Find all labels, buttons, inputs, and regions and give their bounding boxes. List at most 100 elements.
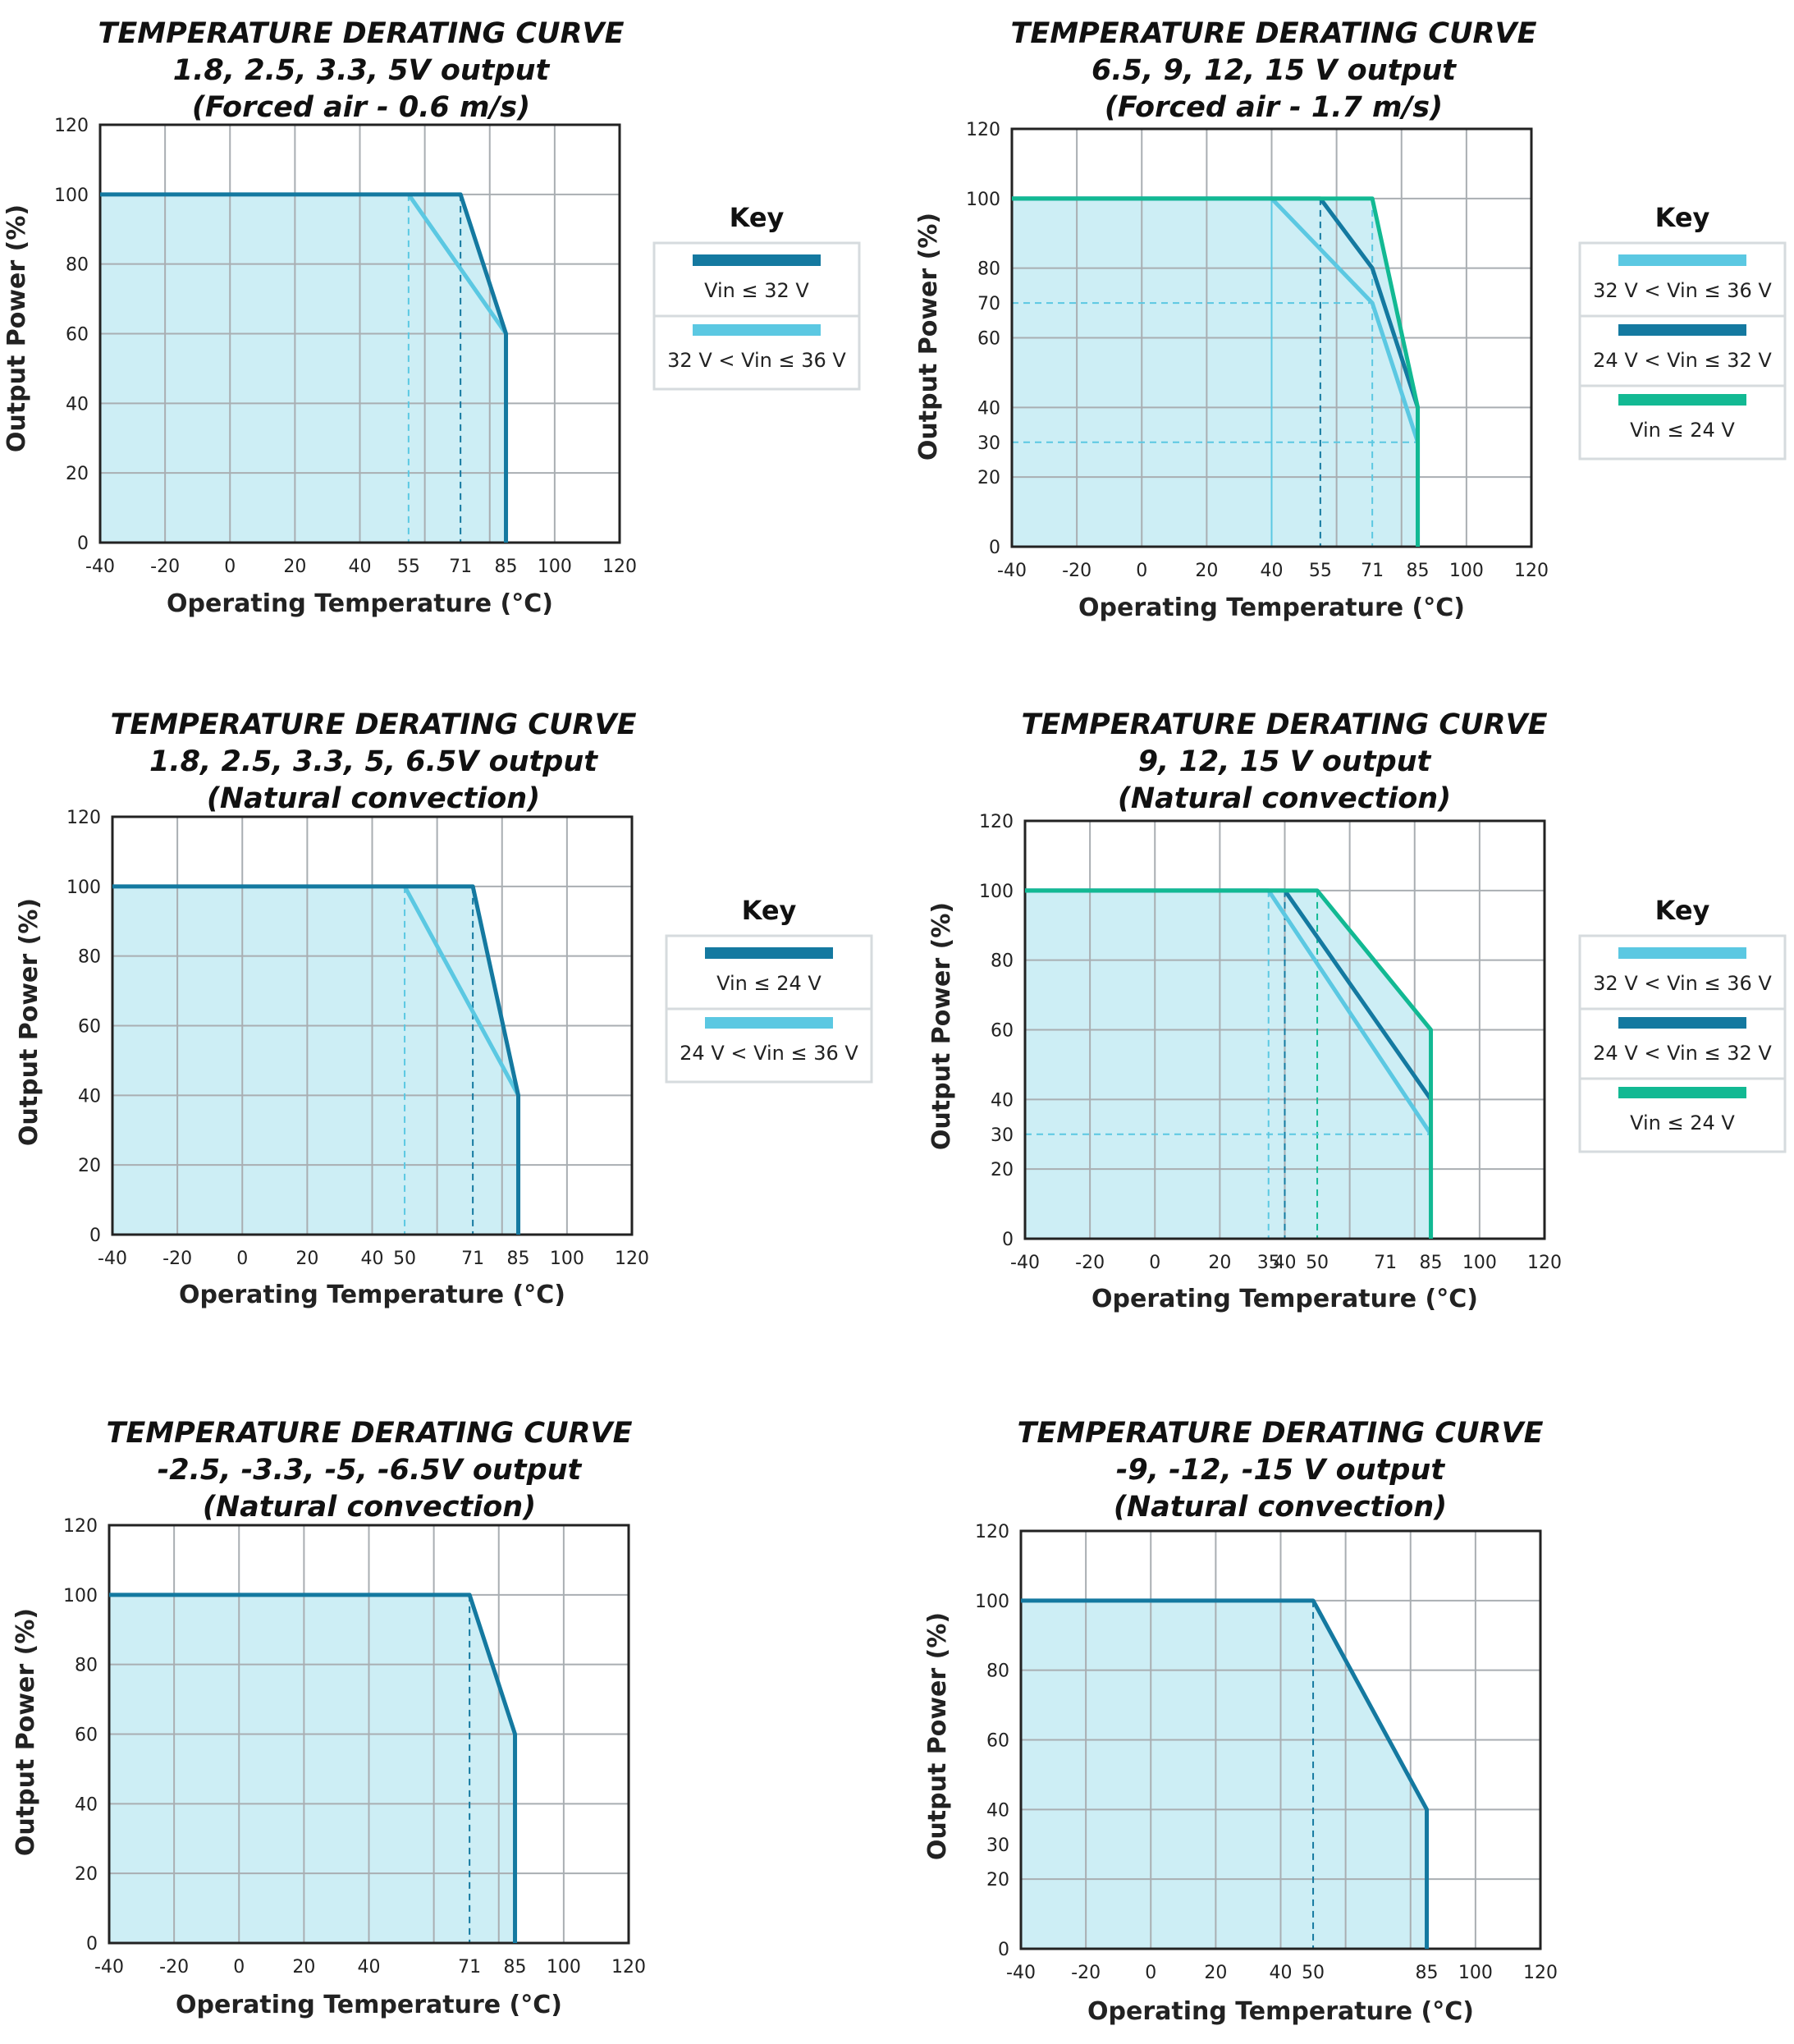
legend-swatch (693, 254, 821, 266)
y-tick-label: 0 (86, 1934, 98, 1955)
x-tick-label: 71 (1361, 561, 1384, 581)
legend-label: Vin ≤ 24 V (1630, 1111, 1735, 1134)
legend-swatch (1618, 324, 1746, 336)
x-tick-label: 85 (507, 1249, 530, 1269)
x-tick-label: 40 (358, 1957, 381, 1978)
derating-area-fill (109, 1594, 515, 1943)
chart-title-line: 6.5, 9, 12, 15 V output (1092, 54, 1457, 87)
legend-label: 32 V < Vin ≤ 36 V (1593, 972, 1772, 995)
y-tick-label: 70 (977, 294, 1000, 314)
derating-area-fill (1021, 1600, 1427, 1949)
x-tick-label: 85 (1420, 1253, 1443, 1273)
x-tick-label: 0 (233, 1957, 245, 1978)
x-tick-label: 50 (1302, 1963, 1325, 1983)
x-tick-label: 0 (224, 557, 236, 577)
x-tick-label: 20 (295, 1249, 318, 1269)
legend-title: Key (1655, 202, 1710, 233)
plot-frame (1023, 819, 1546, 1240)
x-tick-label: 40 (349, 557, 372, 577)
x-tick-label: -40 (94, 1957, 124, 1978)
chart-title-line: (Forced air - 0.6 m/s) (192, 91, 530, 124)
chart-title-line: (Natural convection) (1114, 1491, 1447, 1524)
plot-frame (98, 123, 621, 544)
y-tick-label: 0 (998, 1940, 1009, 1960)
x-tick-label: 40 (1270, 1963, 1293, 1983)
y-tick-label: 80 (78, 947, 101, 968)
x-tick-label: 55 (397, 557, 420, 577)
x-tick-label: -20 (1075, 1253, 1105, 1273)
x-tick-label: -40 (85, 557, 115, 577)
legend-swatch (693, 324, 821, 336)
y-tick-label: 120 (66, 808, 101, 828)
y-tick-label: 80 (977, 259, 1000, 280)
x-tick-label: 85 (495, 557, 518, 577)
chart-3: TEMPERATURE DERATING CURVE 1.8, 2.5, 3.3,… (15, 708, 873, 1309)
legend-label: 24 V < Vin ≤ 36 V (680, 1042, 858, 1065)
chart-title-line: TEMPERATURE DERATING CURVE (110, 708, 636, 741)
x-tick-label: 20 (292, 1957, 315, 1978)
y-tick-label: 20 (977, 468, 1000, 488)
legend-swatch (1618, 947, 1746, 959)
x-tick-label: 20 (1195, 561, 1218, 581)
chart-title-line: 1.8, 2.5, 3.3, 5V output (173, 54, 551, 87)
x-tick-label: -20 (1071, 1963, 1101, 1983)
y-tick-label: 100 (54, 186, 89, 206)
derating-area-fill (1012, 198, 1418, 548)
series-line (112, 884, 521, 1235)
legend-label: 24 V < Vin ≤ 32 V (1593, 1042, 1772, 1065)
plot-frame (1010, 127, 1533, 548)
y-tick-label: 100 (966, 190, 1000, 210)
legend-swatch (1618, 394, 1746, 406)
derating-area-fill (1025, 890, 1431, 1239)
y-tick-label: 0 (89, 1226, 101, 1246)
x-axis-label: Operating Temperature (°C) (176, 1991, 562, 2019)
x-tick-label: 100 (1449, 561, 1484, 581)
y-tick-label: 0 (77, 534, 89, 554)
x-tick-label: 120 (1514, 561, 1549, 581)
x-tick-label: 40 (361, 1249, 384, 1269)
y-tick-label: 100 (66, 878, 101, 898)
series-line (402, 885, 520, 1097)
x-tick-label: -20 (150, 557, 180, 577)
chart-title-line: 1.8, 2.5, 3.3, 5, 6.5V output (149, 745, 598, 778)
y-axis-label: Output Power (%) (914, 213, 943, 461)
y-axis-label: Output Power (%) (927, 902, 956, 1150)
x-tick-label: 71 (461, 1249, 484, 1269)
y-axis-label: Output Power (%) (923, 1612, 952, 1860)
series-line (1021, 1598, 1430, 1949)
x-tick-label: -40 (1006, 1963, 1036, 1983)
y-tick-label: 80 (66, 255, 89, 276)
x-tick-label: 40 (1261, 561, 1284, 581)
series-line (1025, 888, 1434, 1239)
y-tick-label: 20 (75, 1864, 98, 1885)
x-tick-label: 71 (1374, 1253, 1397, 1273)
x-tick-label: 100 (1462, 1253, 1497, 1273)
y-tick-label: 30 (991, 1125, 1014, 1146)
y-axis-label: Output Power (%) (15, 898, 43, 1146)
x-axis-label: Operating Temperature (°C) (167, 589, 553, 618)
x-tick-label: 0 (236, 1249, 248, 1269)
y-tick-label: 40 (78, 1086, 101, 1107)
x-tick-label: 40 (1274, 1253, 1297, 1273)
legend-title: Key (1655, 895, 1710, 926)
x-tick-label: 100 (1458, 1963, 1493, 1983)
chart-title-line: TEMPERATURE DERATING CURVE (1021, 708, 1547, 741)
x-tick-label: 71 (449, 557, 472, 577)
legend-swatch (705, 1017, 833, 1029)
x-tick-label: 50 (393, 1249, 416, 1269)
chart-1: TEMPERATURE DERATING CURVE 1.8, 2.5, 3.3,… (2, 17, 861, 618)
x-tick-label: -40 (997, 561, 1027, 581)
chart-title-line: -9, -12, -15 V output (1116, 1454, 1445, 1487)
x-axis-label: Operating Temperature (°C) (1087, 1997, 1474, 2026)
x-tick-label: 35 (1257, 1253, 1280, 1273)
derating-area-fill (112, 886, 519, 1235)
x-tick-label: 0 (1136, 561, 1147, 581)
x-tick-label: 55 (1309, 561, 1332, 581)
plot-frame (111, 815, 634, 1236)
chart-title-line: 9, 12, 15 V output (1138, 745, 1432, 778)
series-line (406, 193, 508, 335)
y-tick-label: 20 (991, 1160, 1014, 1180)
x-tick-label: 85 (504, 1957, 527, 1978)
y-tick-label: 40 (977, 398, 1000, 419)
legend: Key 32 V < Vin ≤ 36 V 24 V < Vin ≤ 32 V Vin… (1578, 895, 1787, 1153)
